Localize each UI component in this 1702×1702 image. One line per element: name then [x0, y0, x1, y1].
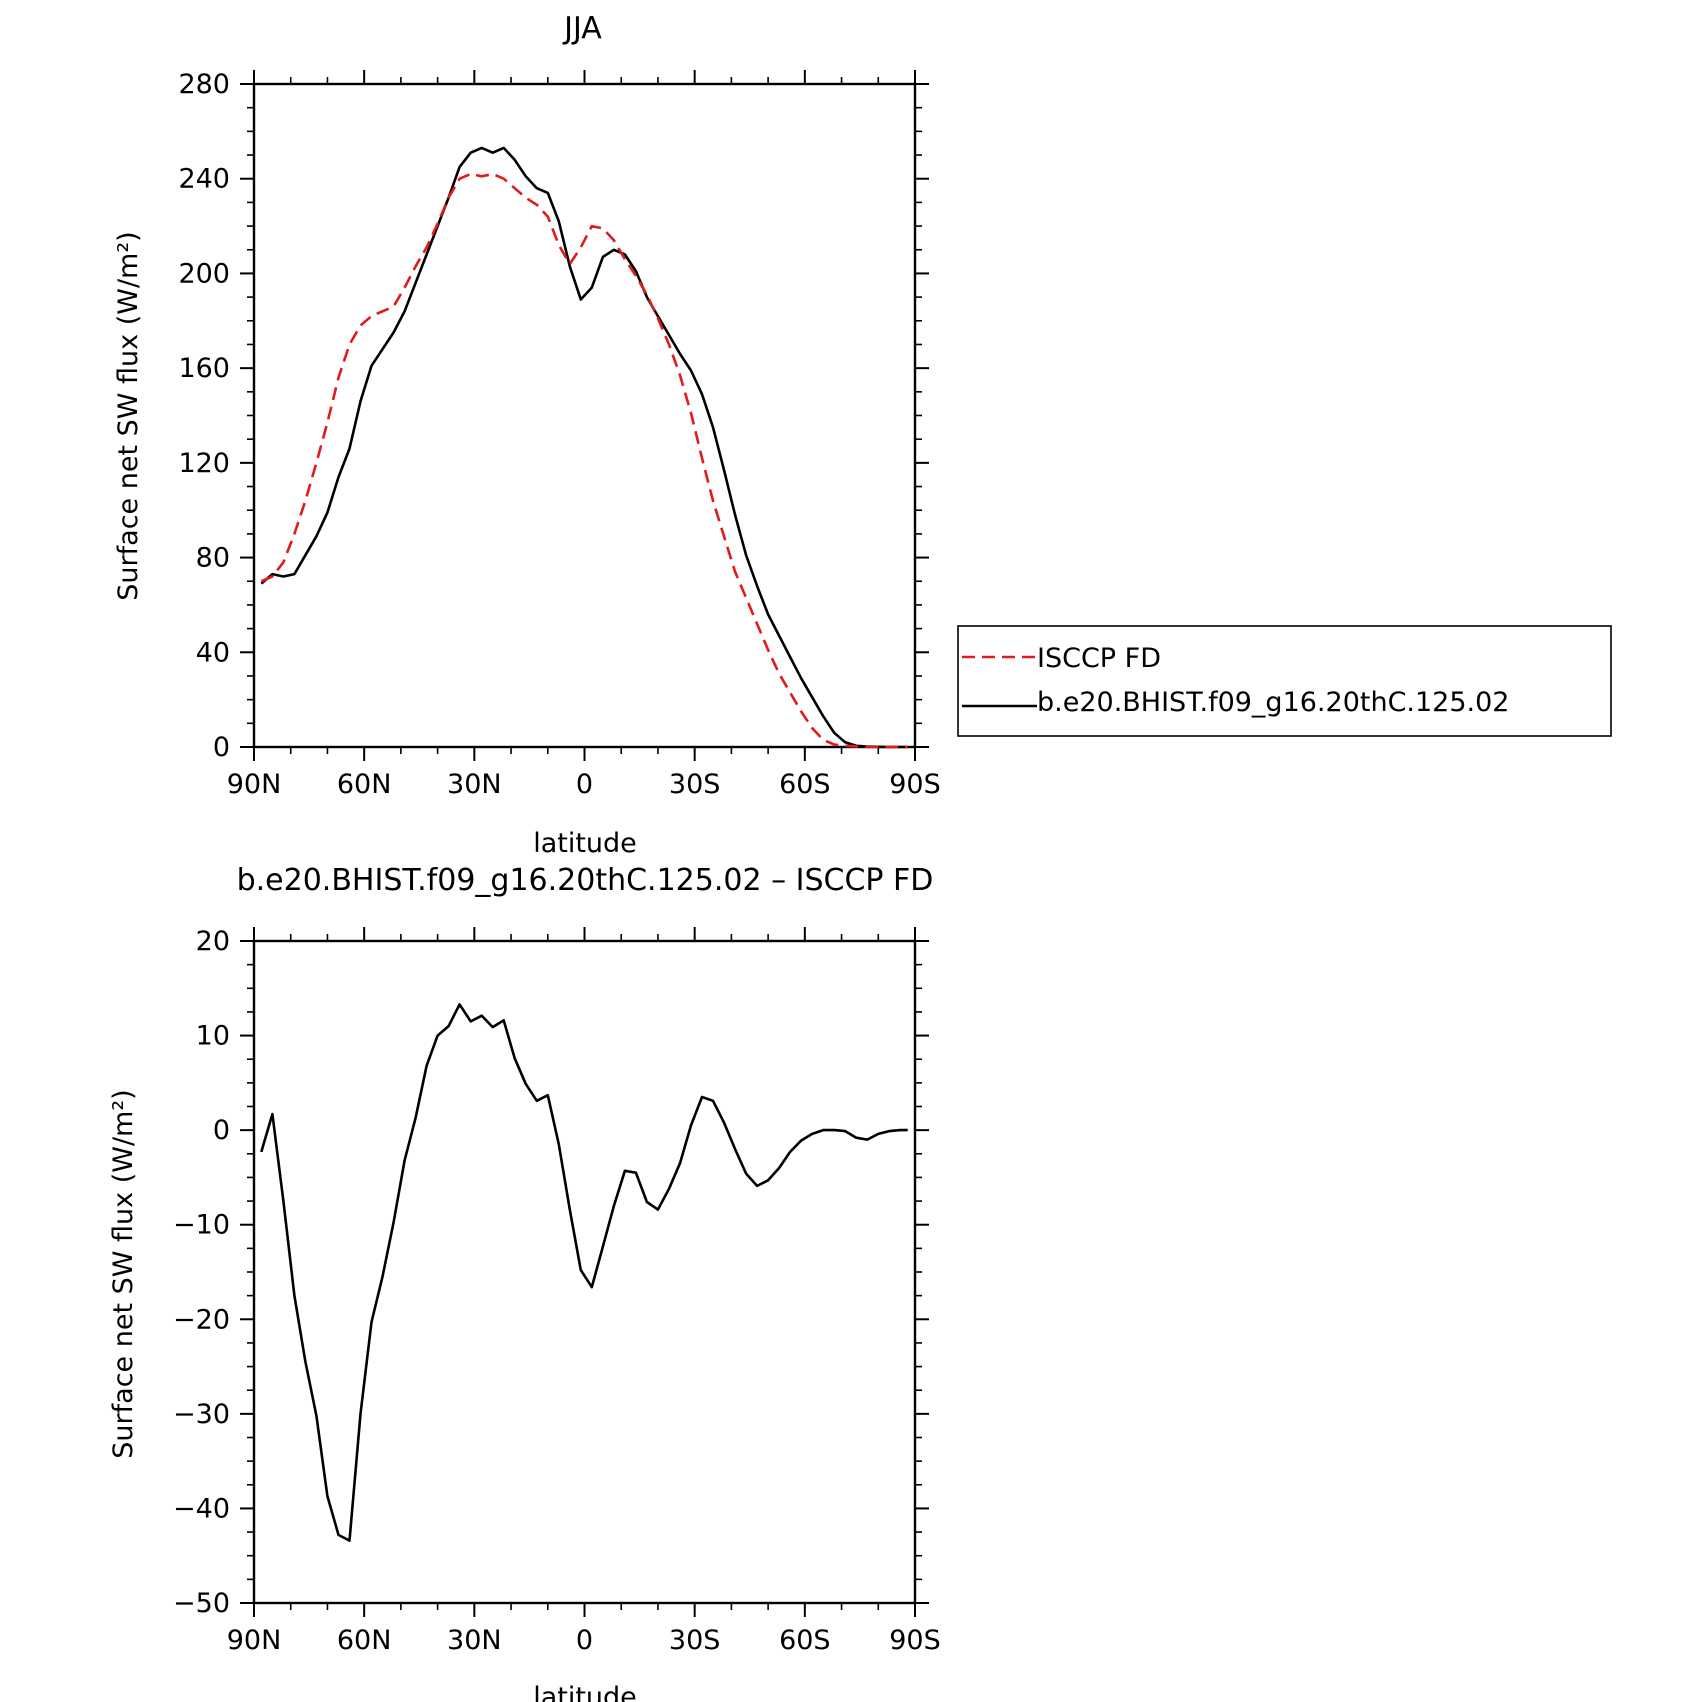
legend-label-isccp-fd: ISCCP FD — [1037, 643, 1161, 674]
bottom-x-tick-label: 90S — [889, 1625, 941, 1656]
bottom-chart-title: b.e20.BHIST.f09_g16.20thC.125.02 – ISCCP… — [237, 863, 934, 898]
top-x-tick-label: 90S — [889, 769, 941, 800]
bottom-y-tick-label: 20 — [196, 926, 230, 957]
bottom-y-tick-label: 10 — [196, 1021, 230, 1052]
bottom-y-tick-label: 0 — [213, 1115, 230, 1146]
bottom-x-tick-label: 60N — [337, 1625, 392, 1656]
legend-label-model: b.e20.BHIST.f09_g16.20thC.125.02 — [1037, 687, 1509, 718]
bottom-x-tick-label: 30S — [669, 1625, 721, 1656]
bottom-y-tick-label: −30 — [173, 1399, 230, 1430]
bottom-tick-labels: 90N 60N 30N 0 30S 60S 90S −50 −40 −30 −20 −10 0 10 20 — [173, 926, 941, 1656]
bottom-y-tick-label: −40 — [173, 1493, 230, 1524]
top-x-tick-label: 30S — [669, 769, 721, 800]
top-y-axis-label: Surface net SW flux (W/m²) — [113, 231, 144, 600]
bottom-series-line — [260, 1003, 908, 1542]
bottom-y-tick-label: −10 — [173, 1210, 230, 1241]
legend-box — [957, 625, 1612, 737]
bottom-axis-ticks — [240, 927, 929, 1617]
top-x-axis-label: latitude — [533, 828, 637, 859]
top-x-tick-label: 30N — [447, 769, 502, 800]
bottom-y-tick-label: −20 — [173, 1304, 230, 1335]
top-plot-frame — [252, 82, 917, 749]
top-y-tick-label: 0 — [213, 732, 230, 763]
top-x-tick-label: 0 — [576, 769, 593, 800]
top-tick-labels: 90N 60N 30N 0 30S 60S 90S 0 40 80 120 160 200 240 280 — [178, 69, 940, 800]
top-y-tick-label: 200 — [178, 258, 230, 289]
top-x-tick-label: 90N — [227, 769, 282, 800]
top-series-lines — [260, 146, 908, 749]
legend: ISCCP FD b.e20.BHIST.f09_g16.20thC.125.0… — [957, 625, 1612, 737]
top-chart-title: JJA — [562, 11, 602, 46]
top-y-tick-label: 280 — [178, 69, 230, 100]
bottom-x-tick-label: 30N — [447, 1625, 502, 1656]
top-y-tick-label: 120 — [178, 448, 230, 479]
bottom-x-tick-label: 90N — [227, 1625, 282, 1656]
bottom-y-tick-label: −50 — [173, 1588, 230, 1619]
bottom-series-lines — [260, 1003, 908, 1542]
bottom-line-chart: b.e20.BHIST.f09_g16.20thC.125.02 – ISCCP… — [108, 863, 941, 1702]
top-x-tick-label: 60N — [337, 769, 392, 800]
bottom-y-axis-label: Surface net SW flux (W/m²) — [108, 1089, 139, 1458]
top-series-line — [260, 172, 908, 749]
top-y-tick-label: 160 — [178, 353, 230, 384]
top-x-tick-label: 60S — [779, 769, 831, 800]
top-y-tick-label: 80 — [196, 543, 230, 574]
top-series-line — [260, 146, 908, 749]
top-y-tick-label: 40 — [196, 637, 230, 668]
bottom-x-axis-label: latitude — [533, 1682, 637, 1702]
top-axis-ticks — [240, 70, 929, 761]
top-y-tick-label: 240 — [178, 164, 230, 195]
bottom-x-tick-label: 60S — [779, 1625, 831, 1656]
bottom-x-tick-label: 0 — [576, 1625, 593, 1656]
top-line-chart: JJA 90N 60N 30N 0 30S 60S 90S 0 40 80 120 160 200 240… — [113, 11, 1612, 859]
